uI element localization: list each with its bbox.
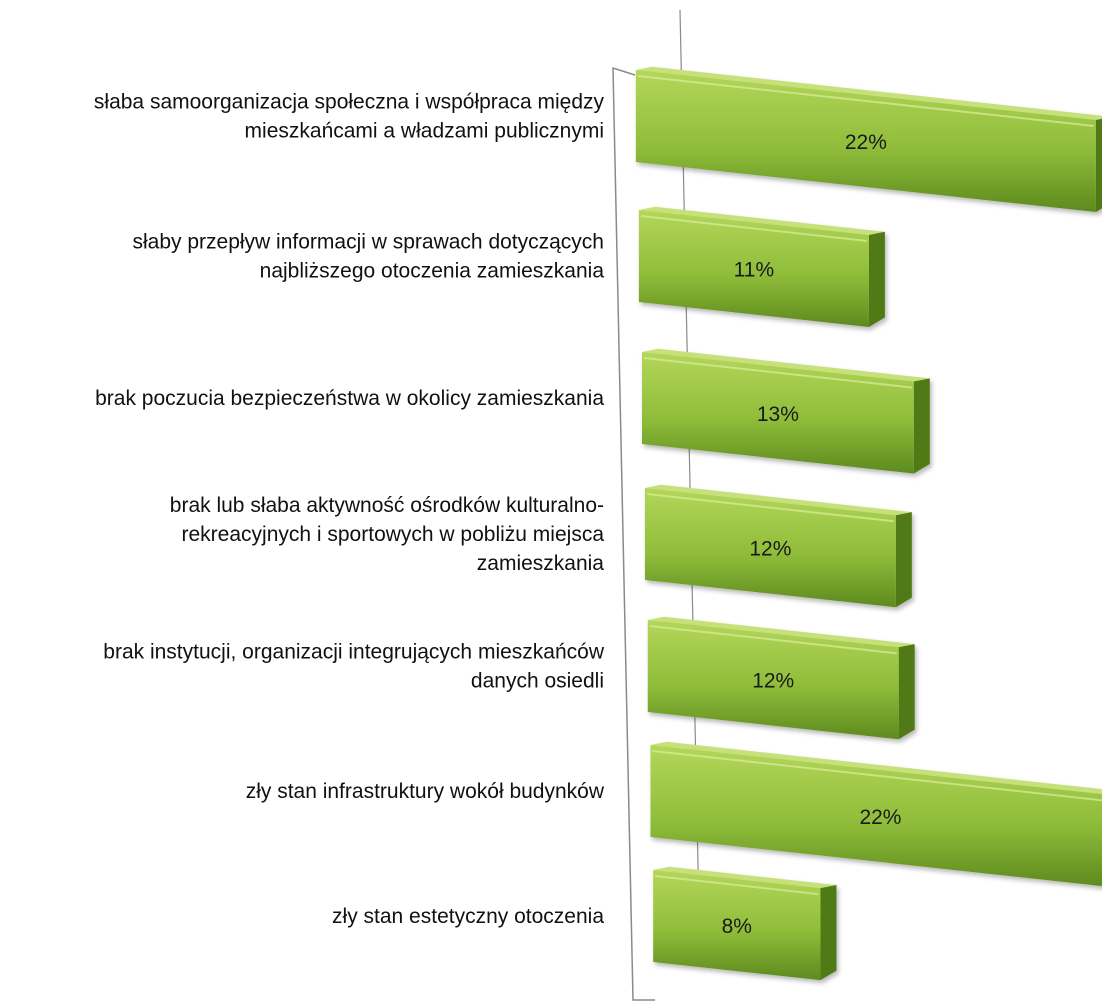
bar-highlight [643,357,912,389]
bar-end-face [913,378,930,474]
data-label: 22% [859,806,901,829]
bars: 22% 11% 13% 12% 12% 22% 8% [635,66,1102,981]
data-label: 13% [757,403,799,426]
data-label: 22% [845,131,887,154]
bar-front-face [653,870,821,981]
bar-3 [644,484,912,608]
bar-top-face [650,741,1102,795]
bar-highlight [637,75,1094,127]
bar-end-face [898,644,915,740]
category-label: brak lub słaba aktywność ośrodków kultur… [170,494,605,575]
bar-end-face [895,512,912,608]
bar-top-face [644,484,912,516]
bar-front-face [644,488,896,608]
data-label: 12% [752,670,794,693]
bar-end-face [868,231,885,327]
category-label: zły stan estetyczny otoczenia [332,905,604,928]
bar-top-face [638,206,885,235]
category-label: brak instytucji, organizacji integrujący… [103,641,605,693]
bar-1 [638,206,885,327]
category-label: zły stan infrastruktury wokół budynków [246,780,605,803]
bar-front-face [635,70,1096,212]
axis-line [612,66,655,1001]
bar-end-face [820,884,837,981]
bar-2 [641,348,930,474]
bar-top-face [653,866,837,889]
data-label: 8% [722,915,752,938]
bar-highlight [655,875,819,896]
bar-highlight [646,493,894,523]
bar-top-face [647,616,915,648]
bar-front-face [641,352,914,474]
category-label: brak poczucia bezpieczeństwa w okolicy z… [95,387,604,410]
data-label: 11% [734,259,774,282]
data-label: 12% [749,538,791,561]
bar-0 [635,66,1102,212]
category-labels: słaba samoorganizacja społeczna i współp… [94,91,605,929]
bar-top-face [635,66,1102,120]
bar-6 [653,866,837,981]
category-label: słaba samoorganizacja społeczna i współp… [94,91,605,143]
bar-top-face [641,348,930,382]
bar-front-face [650,745,1102,887]
bar-highlight [649,625,897,655]
bar-4 [647,616,915,740]
bar-highlight [640,215,868,242]
bar-front-face [647,620,899,740]
bar-5 [650,741,1102,887]
category-label: słaby przepływ informacji w sprawach dot… [132,231,604,283]
bar-highlight [652,750,1102,802]
bar-end-face [1095,118,1102,212]
bar-front-face [638,210,869,327]
